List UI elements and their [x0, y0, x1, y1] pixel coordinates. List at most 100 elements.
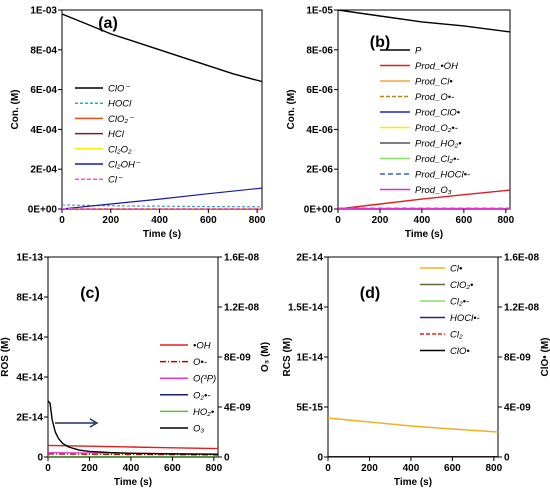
series-line-1 — [328, 417, 498, 433]
x-tick-label: 400 — [414, 215, 431, 226]
x-tick-label: 600 — [444, 463, 461, 474]
panel-label: (a) — [98, 15, 118, 32]
y-axis-label: RCS (M) — [282, 338, 293, 377]
y-tick-label: 1E-05 — [306, 6, 333, 17]
legend-label-4: HCl — [108, 129, 125, 140]
y-tick-label: 6E-14 — [16, 333, 43, 344]
legend-label-6: ClO• — [450, 346, 470, 357]
y-right-tick-label: 1.6E-08 — [224, 253, 259, 264]
y-tick-label: 4E-14 — [16, 373, 43, 384]
y-right-tick-label: 1.6E-08 — [504, 253, 539, 264]
x-axis-label: Time (s) — [143, 229, 181, 240]
y-right-tick-label: 4E-09 — [224, 403, 251, 414]
legend-label-9: Prod_HOCl•- — [415, 170, 470, 181]
legend-label-6: Cl₂OH⁻ — [108, 160, 141, 171]
y-tick-label: 4E-06 — [306, 125, 333, 136]
panel-label: (c) — [80, 285, 100, 302]
x-tick-label: 0 — [325, 463, 331, 474]
y-right-tick-label: 1.2E-08 — [504, 303, 539, 314]
x-axis-label: Time (s) — [394, 477, 432, 488]
y-tick-label: 5E-15 — [296, 403, 323, 414]
y-tick-label: 6E-04 — [30, 85, 57, 96]
y-tick-label: 1.5E-14 — [288, 303, 323, 314]
x-tick-label: 200 — [81, 463, 98, 474]
y-right-tick-label: 4E-09 — [504, 403, 531, 414]
panel-label: (b) — [370, 34, 390, 51]
y-axis-label: Con. (M) — [10, 90, 21, 130]
legend-label-1: •OH — [193, 341, 211, 352]
x-tick-label: 600 — [164, 463, 181, 474]
y-tick-label: 2E-04 — [30, 165, 57, 176]
legend-label-3: O(³P) — [193, 374, 216, 385]
y-tick-label: 0 — [317, 453, 323, 464]
x-tick-label: 0 — [335, 215, 341, 226]
legend: P Prod_•OH Prod_Cl• Prod_O•- Prod_ClO• Prod_O… — [380, 46, 470, 196]
chart-panel-2: 0 200 400 600 800 0E+00 2E-06 4E-06 6E-06 8E-06 1E… — [286, 6, 515, 241]
x-tick-label: 800 — [497, 215, 514, 226]
legend-label-4: O₂•- — [193, 390, 211, 401]
legend-label-2: O•- — [193, 357, 207, 368]
y-tick-label: 6E-06 — [306, 85, 333, 96]
legend-label-3: ClO₂⁻ — [108, 114, 134, 125]
y-right-tick-label: 0 — [504, 453, 510, 464]
x-tick-label: 800 — [249, 215, 266, 226]
y-tick-label: 8E-06 — [306, 45, 333, 56]
x-tick-label: 400 — [123, 463, 140, 474]
y-axis-label: ROS (M) — [0, 337, 11, 376]
legend: ClO⁻ HOCl ClO₂⁻ HCl Cl₂O₂ Cl₂OH⁻ Cl⁻ — [75, 84, 141, 186]
legend-label-5: Prod_ClO• — [415, 108, 461, 119]
x-tick-label: 800 — [206, 463, 223, 474]
legend-label-2: ClO₂• — [450, 280, 474, 291]
y-tick-label: 8E-14 — [16, 293, 43, 304]
y-tick-label: 2E-06 — [306, 165, 333, 176]
legend-label-4: HOCl•- — [450, 313, 480, 324]
legend-label-4: Prod_O•- — [415, 92, 454, 103]
legend-label-5: Cl₂O₂ — [108, 144, 132, 155]
x-tick-label: 200 — [102, 215, 119, 226]
legend-label-1: Cl• — [450, 264, 463, 275]
legend-label-8: Prod_Cl₂•- — [415, 154, 459, 165]
series-line-2 — [48, 453, 218, 456]
series-line-6 — [48, 400, 218, 455]
y-tick-label: 8E-04 — [30, 45, 57, 56]
legend-label-1: ClO⁻ — [108, 84, 130, 95]
x-tick-label: 400 — [403, 463, 420, 474]
y-tick-label: 0 — [37, 453, 43, 464]
series-line-6 — [62, 187, 262, 209]
y-right-axis-label: ClO• (M) — [540, 337, 550, 376]
series-line-1 — [48, 444, 218, 450]
chart-panel-4: 0 200 400 600 80005E-151E-141.5E-142E-1404E-… — [282, 253, 550, 489]
y-tick-label: 1E-14 — [296, 353, 323, 364]
series-line-2 — [338, 189, 510, 209]
y-right-tick-label: 8E-09 — [504, 353, 531, 364]
legend-label-6: O₃ — [193, 424, 204, 435]
y-tick-label: 0E+00 — [304, 205, 334, 216]
chart-panel-1: 0 200 400 600 800 0E+00 2E-04 4E-04 6E-04 8E-04 1E… — [10, 6, 266, 241]
x-tick-label: 800 — [486, 463, 503, 474]
legend-label-2: Prod_•OH — [415, 61, 458, 72]
y-right-tick-label: 0 — [224, 453, 230, 464]
x-tick-label: 600 — [456, 215, 473, 226]
y-tick-label: 4E-04 — [30, 125, 57, 136]
x-tick-label: 400 — [151, 215, 168, 226]
annotation-arrow-head — [89, 418, 99, 428]
y-axis-label: Con. (M) — [286, 90, 297, 130]
y-tick-label: 2E-14 — [16, 413, 43, 424]
x-tick-label: 0 — [45, 463, 51, 474]
legend-label-3: Prod_Cl• — [415, 77, 453, 88]
y-tick-label: 1E-13 — [16, 253, 43, 264]
plot-frame — [61, 9, 263, 210]
legend-label-10: Prod_O₃ — [415, 185, 452, 196]
legend-label-6: Prod_O₂•- — [415, 123, 458, 134]
legend-label-7: Cl⁻ — [108, 175, 123, 186]
legend-label-5: Cl₂ — [450, 330, 463, 341]
legend: Cl• ClO₂• Cl₂•- HOCl•- Cl₂ ClO• — [420, 264, 480, 357]
chart-panel-3: 0 200 400 600 80002E-144E-146E-148E-141E-130… — [0, 253, 271, 489]
x-tick-label: 600 — [200, 215, 217, 226]
y-right-tick-label: 1.2E-08 — [224, 303, 259, 314]
x-axis-label: Time (s) — [405, 229, 443, 240]
x-tick-label: 200 — [361, 463, 378, 474]
y-tick-label: 1E-03 — [30, 6, 57, 17]
legend-label-7: Prod_HO₂• — [415, 139, 462, 150]
legend-label-2: HOCl — [108, 99, 132, 110]
